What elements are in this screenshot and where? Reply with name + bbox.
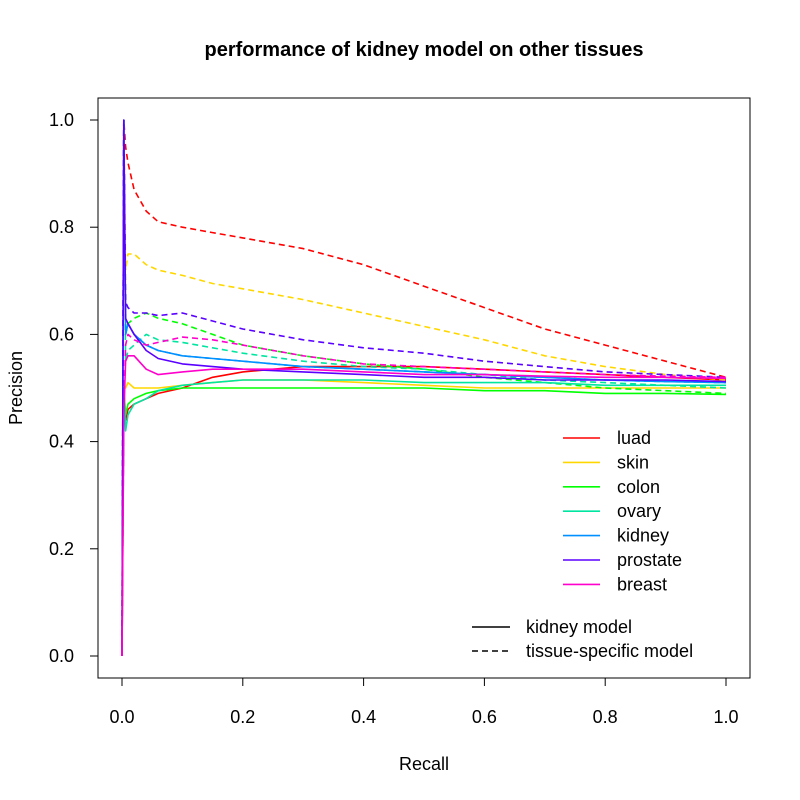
legend-linestyle-label: tissue-specific model [526,641,693,661]
legend-label: skin [617,452,649,472]
legend-label: kidney [617,526,669,546]
y-tick-label: 0.4 [49,432,74,452]
x-tick-label: 0.4 [351,707,376,727]
series-line-ovary-kidney-model [121,379,726,657]
plot-layer [121,119,727,657]
series-line-skin-tissue-specific [121,119,727,657]
axes-layer: 0.0 0.2 0.4 0.6 0.8 1.0 0.0 0.2 0.4 0.6 0.8 1.0 [49,110,739,727]
y-tick-label: 1.0 [49,110,74,130]
legend-label: prostate [617,550,682,570]
y-axis-label: Precision [6,351,26,425]
series-line-colon-kidney-model [121,387,727,657]
y-tick-label: 0.0 [49,646,74,666]
x-tick-label: 0.6 [472,707,497,727]
y-tick-label: 0.2 [49,539,74,559]
legend-linestyle-label: kidney model [526,617,632,637]
y-tick-label: 0.6 [49,324,74,344]
series-line-breast-tissue-specific [121,333,727,657]
legend-label: breast [617,574,667,594]
x-axis-label: Recall [399,754,449,774]
legend-label: colon [617,477,660,497]
x-tick-label: 1.0 [713,707,738,727]
series-line-kidney-kidney-model [121,119,727,657]
legend-label: ovary [617,501,661,521]
legend: luad skin colon ovary kidney prostate breast ki… [472,428,693,661]
x-tick-label: 0.2 [230,707,255,727]
chart-title: performance of kidney model on other tis… [205,39,644,61]
series-line-prostate-tissue-specific [121,119,727,657]
series-line-breast-kidney-model [121,354,727,657]
series-line-prostate-kidney-model [121,119,727,657]
x-tick-label: 0.8 [593,707,618,727]
y-tick-label: 0.8 [49,217,74,237]
legend-label: luad [617,428,651,448]
x-tick-label: 0.0 [109,707,134,727]
